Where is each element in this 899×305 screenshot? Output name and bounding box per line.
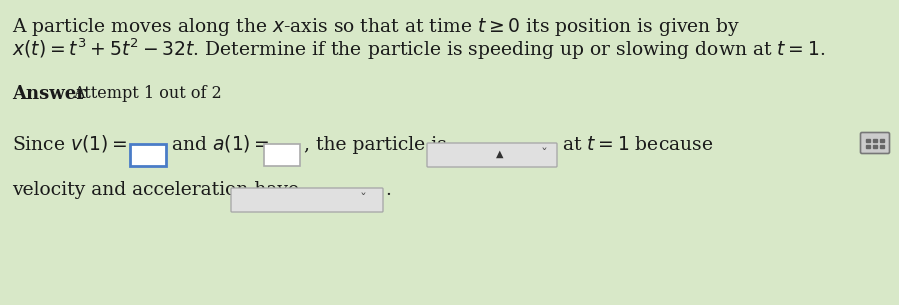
Text: .: . xyxy=(385,181,391,199)
Text: Since $v(1) =$: Since $v(1) =$ xyxy=(12,134,128,155)
Text: ˇ: ˇ xyxy=(541,148,548,162)
FancyBboxPatch shape xyxy=(427,143,557,167)
Bar xyxy=(880,139,884,142)
Bar xyxy=(866,139,870,142)
Text: Attempt 1 out of 2: Attempt 1 out of 2 xyxy=(73,85,222,102)
FancyBboxPatch shape xyxy=(231,188,383,212)
Text: , the particle is: , the particle is xyxy=(304,136,447,154)
Text: at $t = 1$ because: at $t = 1$ because xyxy=(562,136,714,154)
Text: velocity and acceleration have: velocity and acceleration have xyxy=(12,181,299,199)
Text: $x(t) = t^3 + 5t^2 - 32t$. Determine if the particle is speeding up or slowing d: $x(t) = t^3 + 5t^2 - 32t$. Determine if … xyxy=(12,37,825,63)
Bar xyxy=(866,145,870,148)
Text: Answer: Answer xyxy=(12,85,85,103)
FancyBboxPatch shape xyxy=(860,132,889,153)
FancyBboxPatch shape xyxy=(264,144,300,166)
FancyBboxPatch shape xyxy=(130,144,166,166)
Text: and $a(1) =$: and $a(1) =$ xyxy=(171,134,270,155)
Text: ˇ: ˇ xyxy=(360,193,367,207)
Text: A particle moves along the $x$-axis so that at time $t \geq 0$ its position is g: A particle moves along the $x$-axis so t… xyxy=(12,16,740,38)
Text: ▲: ▲ xyxy=(496,149,503,159)
Bar xyxy=(873,145,877,148)
Bar xyxy=(880,145,884,148)
Bar xyxy=(873,139,877,142)
